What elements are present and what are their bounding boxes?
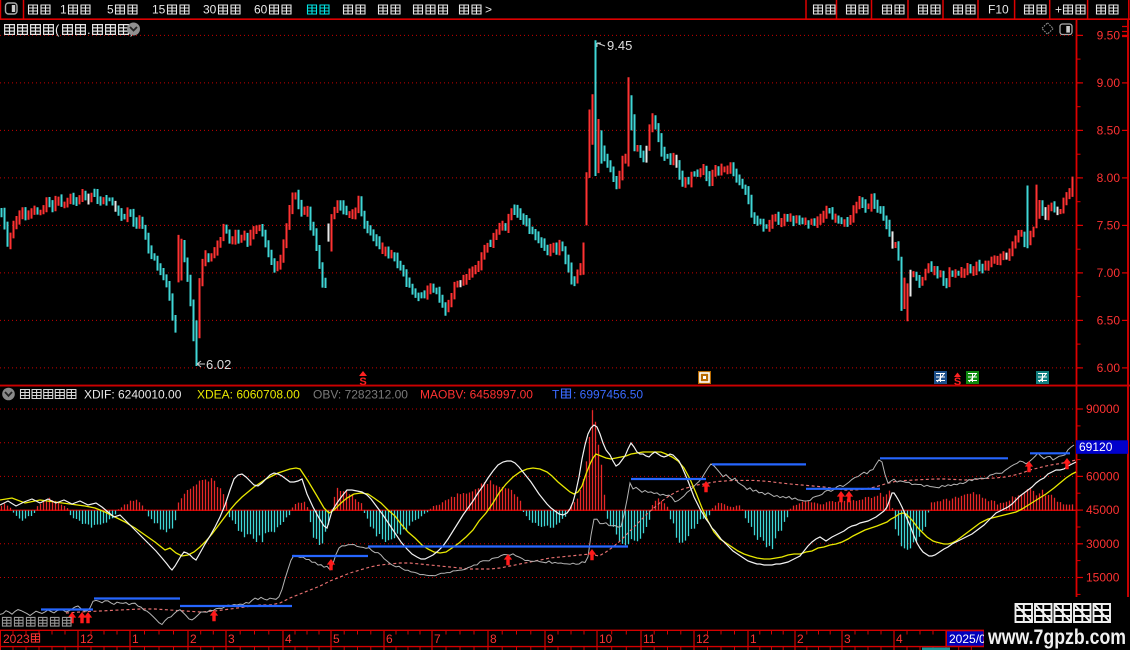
svg-text:4: 4 (896, 649, 903, 650)
svg-text:2: 2 (190, 649, 197, 650)
svg-text:8: 8 (490, 632, 497, 646)
svg-text:8.00: 8.00 (1097, 171, 1121, 185)
svg-text:9: 9 (547, 649, 554, 650)
svg-text:1: 1 (750, 632, 757, 646)
svg-text:9.00: 9.00 (1097, 76, 1121, 90)
svg-text:www.7gpzb.com: www.7gpzb.com (987, 626, 1126, 649)
svg-text:4: 4 (285, 632, 292, 646)
svg-text:7: 7 (434, 632, 441, 646)
svg-text:7.00: 7.00 (1097, 266, 1121, 280)
svg-text:5: 5 (107, 3, 114, 17)
svg-text:1: 1 (750, 649, 757, 650)
svg-text:2025/0: 2025/0 (949, 632, 986, 646)
svg-text:4: 4 (285, 649, 292, 650)
svg-text:3: 3 (844, 632, 851, 646)
svg-text:1: 1 (60, 3, 67, 17)
svg-text:2023: 2023 (3, 632, 30, 646)
svg-text:12: 12 (80, 649, 94, 650)
svg-text:+: + (1055, 3, 1062, 17)
svg-text:2023: 2023 (3, 649, 30, 650)
svg-text:>: > (485, 3, 492, 17)
svg-text:12: 12 (696, 649, 710, 650)
svg-text:45000: 45000 (1086, 503, 1120, 517)
svg-text:2: 2 (190, 632, 197, 646)
svg-text:6: 6 (386, 649, 393, 650)
svg-text:15000: 15000 (1086, 571, 1120, 585)
svg-text:9.45: 9.45 (607, 38, 632, 53)
svg-text:10: 10 (599, 632, 613, 646)
svg-text:90000: 90000 (1086, 402, 1120, 416)
svg-text:11: 11 (643, 632, 656, 646)
svg-text:15: 15 (152, 3, 166, 17)
svg-text:OBV: 7282312.00: OBV: 7282312.00 (313, 388, 408, 402)
svg-text:60000: 60000 (1086, 469, 1120, 483)
svg-text:.: . (87, 22, 91, 37)
svg-text:11: 11 (643, 649, 656, 650)
svg-text:3: 3 (844, 649, 851, 650)
svg-text:F10: F10 (988, 3, 1009, 17)
svg-text:XDEA: 6060708.00: XDEA: 6060708.00 (197, 388, 300, 402)
svg-text:3: 3 (228, 632, 235, 646)
svg-text:30000: 30000 (1086, 537, 1120, 551)
svg-text:: 6997456.50: : 6997456.50 (573, 388, 643, 402)
svg-text:MAOBV: 6458997.00: MAOBV: 6458997.00 (420, 388, 533, 402)
svg-text:7: 7 (434, 649, 441, 650)
svg-text:1: 1 (132, 649, 139, 650)
svg-text:6.00: 6.00 (1097, 361, 1121, 375)
svg-text:4: 4 (896, 632, 903, 646)
svg-text:1: 1 (132, 632, 139, 646)
svg-text:(: ( (55, 22, 60, 37)
svg-text:60: 60 (254, 3, 268, 17)
svg-text:6.50: 6.50 (1097, 313, 1121, 327)
svg-text:5: 5 (333, 649, 340, 650)
svg-text:8.50: 8.50 (1097, 123, 1121, 137)
svg-text:8: 8 (490, 649, 497, 650)
svg-text:S: S (359, 376, 366, 388)
svg-text:9.50: 9.50 (1097, 28, 1121, 42)
svg-text:12: 12 (80, 632, 94, 646)
svg-text:12: 12 (696, 632, 710, 646)
svg-text:6.02: 6.02 (206, 357, 231, 372)
svg-text:XDIF: 6240010.00: XDIF: 6240010.00 (84, 388, 182, 402)
svg-text:3: 3 (228, 649, 235, 650)
svg-text:30: 30 (203, 3, 217, 17)
svg-text:7.50: 7.50 (1097, 218, 1121, 232)
svg-text:6: 6 (386, 632, 393, 646)
svg-text:9: 9 (547, 632, 554, 646)
svg-text:69120: 69120 (1079, 440, 1113, 454)
svg-text:2: 2 (797, 632, 804, 646)
svg-text:2: 2 (797, 649, 804, 650)
svg-text:S: S (954, 376, 961, 388)
svg-text:T: T (552, 388, 560, 402)
svg-text:5: 5 (333, 632, 340, 646)
svg-text:10: 10 (599, 649, 613, 650)
